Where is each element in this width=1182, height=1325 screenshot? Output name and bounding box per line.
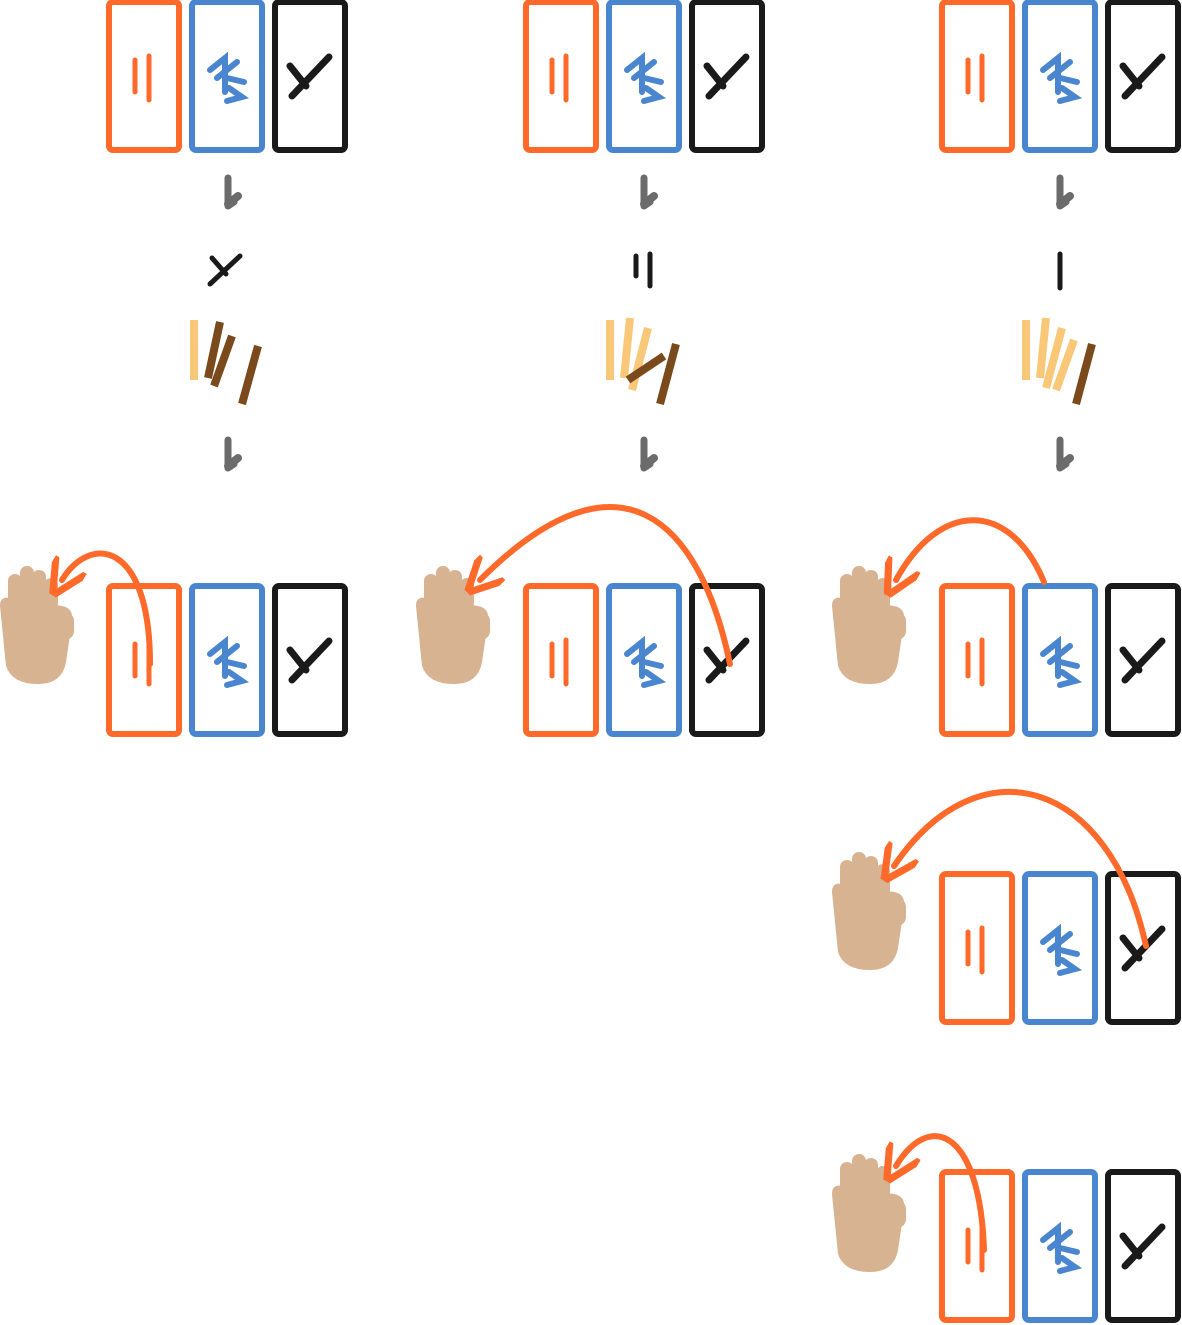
hand-icon <box>416 566 490 684</box>
card-row-bottom <box>942 874 1178 1022</box>
hand-icon <box>832 852 906 970</box>
curved-arrow-icon <box>896 1133 987 1253</box>
column-left <box>0 2 345 734</box>
curved-arrow-icon <box>62 550 153 667</box>
down-arrow-icon <box>1060 178 1070 206</box>
column-right <box>832 2 1178 1320</box>
curved-arrow-icon <box>894 788 1149 949</box>
hand-icon <box>832 566 906 684</box>
column-middle <box>416 2 762 734</box>
sticks-icon <box>190 320 262 406</box>
card-row-bottom <box>942 586 1178 734</box>
sticks-icon <box>606 317 680 406</box>
result-symbol-cross <box>207 253 243 287</box>
down-arrow-icon <box>1060 440 1070 468</box>
down-arrow-icon <box>644 178 654 206</box>
card-row-top <box>109 2 345 150</box>
curved-arrow-icon <box>896 517 1047 582</box>
hand-icon <box>0 566 74 684</box>
card-row-top <box>942 2 1178 150</box>
hand-icon <box>832 1154 906 1272</box>
down-arrow-icon <box>228 440 238 468</box>
card-row-top <box>526 2 762 150</box>
down-arrow-icon <box>228 178 238 206</box>
down-arrow-icon <box>644 440 654 468</box>
curved-arrow-icon <box>480 504 733 667</box>
sticks-icon <box>1022 317 1096 406</box>
result-symbol-two-lines <box>633 251 653 289</box>
